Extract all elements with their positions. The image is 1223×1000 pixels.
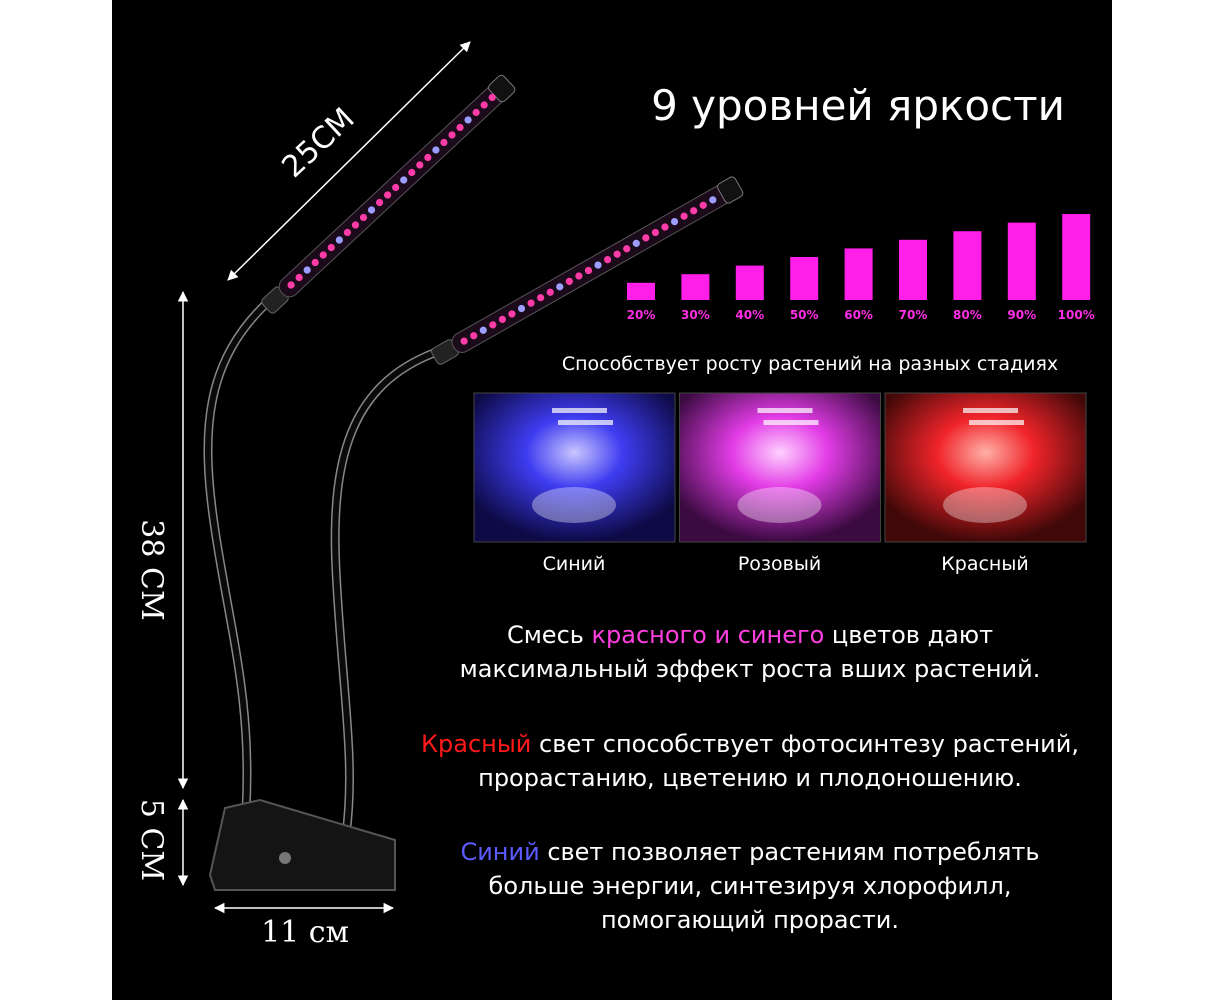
lamp-bars [558,420,613,425]
led [498,315,506,323]
text: цветов дают [824,621,994,649]
text: максимальный эффект роста вших растений. [459,655,1041,683]
led [508,310,516,318]
led [613,250,621,258]
clip-width-label: 11 см [261,915,349,950]
brightness-bars: 20% 30% 40% 50% 60% 70% 80% 90% 100% [627,214,1095,322]
brightness-bar [899,239,927,300]
led [556,283,564,291]
height-label: 38 СМ [134,519,169,620]
stage-label: Красный [941,553,1028,575]
brightness-bar [953,231,982,300]
led [470,332,478,340]
text: помогающий прорасти. [600,906,900,934]
stage-photo [679,392,881,543]
lamp-bars [757,408,813,413]
led [480,101,488,109]
lamp-bars [763,420,819,425]
paragraph: Смесь красного и синего цветов дают макс… [380,618,1120,686]
highlight: Красный [420,730,532,758]
led [565,277,573,285]
led [632,239,640,247]
brightness-label: 90% [1007,308,1036,322]
led [575,272,583,280]
led [287,281,295,289]
led [709,196,717,204]
paragraph: Синий свет позволяет растениям потреблят… [380,835,1120,937]
brightness-label: 30% [681,308,710,322]
plant-pot [943,487,1027,523]
paragraph: Красный свет способствует фотосинтезу ра… [380,727,1120,795]
clip-height-label: 5 СМ [134,799,169,881]
brightness-label: 50% [790,308,819,322]
led [690,207,698,215]
brightness-bar [1062,214,1091,300]
led [537,294,545,302]
dimension-arrows [177,41,471,914]
led [460,337,468,345]
brightness-label: 70% [899,308,928,322]
led [603,256,612,264]
stage-label: Синий [543,553,606,575]
led [680,212,688,220]
led [594,261,602,269]
brightness-title: 9 уровней яркости [651,81,1065,130]
stage-photo [473,392,676,543]
highlight: Синий [460,838,540,866]
brightness-bar [681,274,710,300]
brightness-label: 80% [953,308,982,322]
led [489,321,497,329]
text: свет способствует фотосинтезу растений, [531,730,1079,758]
led [651,228,660,237]
brightness-bar [790,257,819,300]
light-bar [431,176,744,365]
lamp-bars [969,420,1024,425]
stage-photo [884,392,1087,543]
lamp-bars [552,408,607,413]
brightness-bar [735,265,764,300]
lamp [203,295,447,891]
led [642,234,650,242]
lamp-bars [963,408,1018,413]
brightness-label: 100% [1058,308,1095,322]
plant-pot [737,487,822,523]
led [584,266,593,275]
text: Смесь [506,621,592,649]
plant-pot [532,487,616,523]
stage-panels: Синий Розовый Красный [473,392,1087,575]
stage-label: Розовый [738,553,821,575]
brightness-label: 40% [735,308,764,322]
stages-title: Способствует росту растений на разных ст… [562,353,1058,375]
brightness-label: 60% [844,308,873,322]
brightness-bar [844,248,873,300]
brightness-label: 20% [627,308,656,322]
text: свет позволяет растениям потреблять [539,838,1040,866]
brightness-bar [627,282,655,300]
text: прорастанию, цветению и плодоношению. [478,764,1022,792]
led [517,304,526,313]
led [699,201,707,209]
led [527,299,535,307]
led [488,93,496,102]
led [546,288,554,296]
highlight: красного и синего [591,621,825,649]
led [661,223,669,231]
led [670,217,679,226]
brightness-bar [1007,222,1036,300]
text: больше энергии, синтезируя хлорофилл, [488,872,1012,900]
led [472,108,480,117]
led [623,245,631,253]
led [479,326,487,334]
